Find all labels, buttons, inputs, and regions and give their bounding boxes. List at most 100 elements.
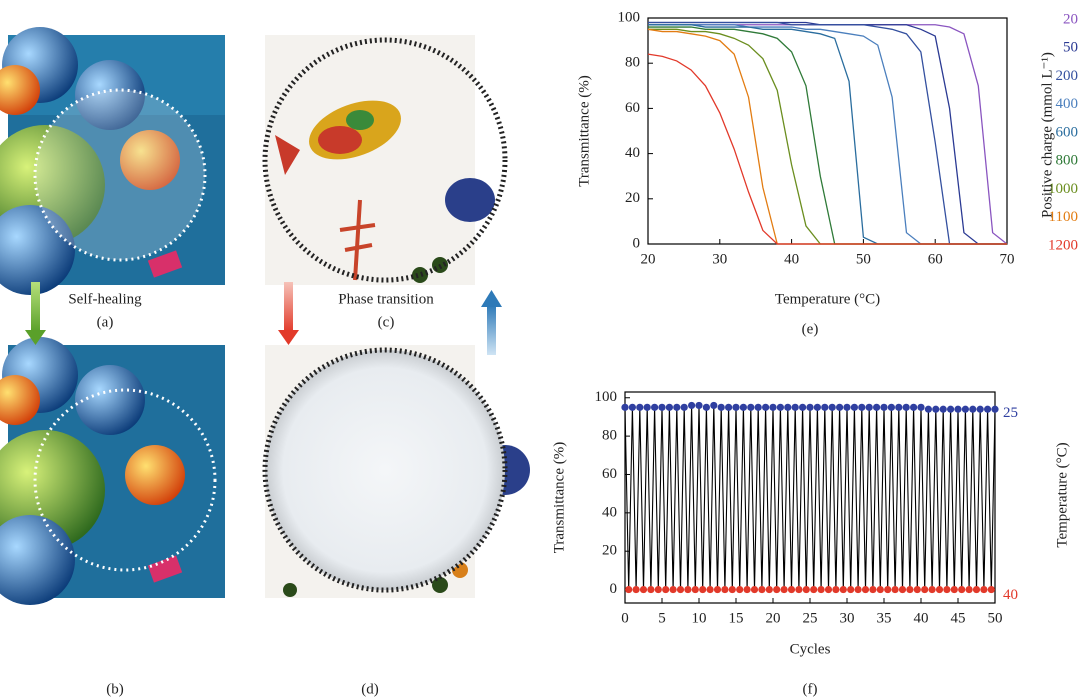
point xyxy=(976,405,984,413)
point xyxy=(743,585,751,594)
photo-a xyxy=(0,27,225,295)
point xyxy=(762,403,770,411)
x-tick-label: 10 xyxy=(692,610,707,626)
point xyxy=(869,585,877,594)
cycle-line xyxy=(624,405,996,590)
point xyxy=(876,585,884,594)
panel-label: (f) xyxy=(803,681,818,697)
point xyxy=(628,403,637,411)
y-axis-title: Transmittance (%) xyxy=(576,75,592,187)
point xyxy=(632,585,640,594)
legend-label: 800 xyxy=(1056,153,1079,169)
point xyxy=(750,585,759,594)
y-tick-label: 60 xyxy=(625,100,640,116)
point xyxy=(773,585,781,594)
panel-label: (d) xyxy=(361,681,379,697)
legend-label: 1100 xyxy=(1049,209,1078,225)
point xyxy=(921,585,929,594)
y-tick-label: 40 xyxy=(625,145,640,161)
series-label: 25 xyxy=(1003,405,1018,421)
point xyxy=(784,403,792,411)
point xyxy=(662,585,670,594)
x-tick-label: 30 xyxy=(712,251,727,267)
y2-axis-title: Temperature (°C) xyxy=(1054,442,1070,547)
panel-caption: Self-healing xyxy=(68,291,142,307)
x-axis-title: Temperature (°C) xyxy=(775,291,880,307)
point xyxy=(625,585,633,594)
point xyxy=(928,585,936,594)
point xyxy=(847,585,855,594)
x-tick-label: 0 xyxy=(621,610,629,626)
y-tick-label: 60 xyxy=(602,466,617,482)
legend-label: 1200 xyxy=(1048,237,1078,253)
point xyxy=(813,403,822,411)
legend-label: 50 xyxy=(1063,40,1078,56)
point xyxy=(688,401,696,410)
y-tick-label: 100 xyxy=(618,9,641,25)
x-tick-label: 20 xyxy=(641,251,656,267)
y-tick-label: 80 xyxy=(625,55,640,71)
y-tick-label: 20 xyxy=(602,543,617,559)
y-tick-label: 40 xyxy=(602,504,617,520)
point xyxy=(758,585,766,594)
x-tick-label: 5 xyxy=(658,610,666,626)
legend-title: Positive charge (mmol L⁻¹) xyxy=(1039,52,1055,218)
point xyxy=(810,585,818,594)
point xyxy=(913,585,921,594)
point xyxy=(665,403,674,411)
point xyxy=(817,585,825,594)
point xyxy=(721,585,729,594)
x-tick-label: 70 xyxy=(1000,251,1015,267)
legend-label: 200 xyxy=(1056,68,1079,84)
point xyxy=(643,403,651,411)
point xyxy=(684,585,692,594)
point xyxy=(902,403,910,411)
point xyxy=(935,585,944,594)
point xyxy=(961,405,970,413)
x-tick-label: 50 xyxy=(856,251,871,267)
panel-caption: Phase transition xyxy=(338,291,434,307)
point xyxy=(991,405,999,413)
point xyxy=(654,585,662,594)
point xyxy=(839,585,847,594)
point xyxy=(754,403,762,411)
point xyxy=(958,585,966,594)
x-tick-label: 30 xyxy=(840,610,855,626)
point xyxy=(710,401,718,410)
panel-label: (b) xyxy=(106,681,124,697)
point xyxy=(898,585,907,594)
point xyxy=(669,585,677,594)
point xyxy=(836,403,844,411)
x-tick-label: 60 xyxy=(928,251,943,267)
x-tick-label: 20 xyxy=(766,610,781,626)
point xyxy=(776,403,785,411)
point xyxy=(965,585,973,594)
point xyxy=(806,403,814,411)
series-label: 40 xyxy=(1003,587,1018,603)
point xyxy=(699,585,707,594)
x-tick-label: 40 xyxy=(914,610,929,626)
point xyxy=(832,585,840,594)
line xyxy=(648,21,1007,245)
x-tick-label: 40 xyxy=(784,251,799,267)
photo-d xyxy=(262,345,530,598)
x-tick-label: 25 xyxy=(803,610,818,626)
point xyxy=(787,585,796,594)
point xyxy=(691,585,699,594)
point xyxy=(736,585,744,594)
point xyxy=(673,403,681,411)
panel-label: (c) xyxy=(378,314,395,330)
point xyxy=(651,403,659,411)
point xyxy=(891,585,899,594)
point xyxy=(850,403,859,411)
point xyxy=(917,403,925,411)
point xyxy=(713,585,722,594)
point xyxy=(728,585,736,594)
x-tick-label: 45 xyxy=(951,610,966,626)
x-tick-label: 50 xyxy=(988,610,1003,626)
photo-b xyxy=(0,337,225,605)
point xyxy=(791,403,799,411)
point xyxy=(802,585,810,594)
point xyxy=(717,403,725,411)
